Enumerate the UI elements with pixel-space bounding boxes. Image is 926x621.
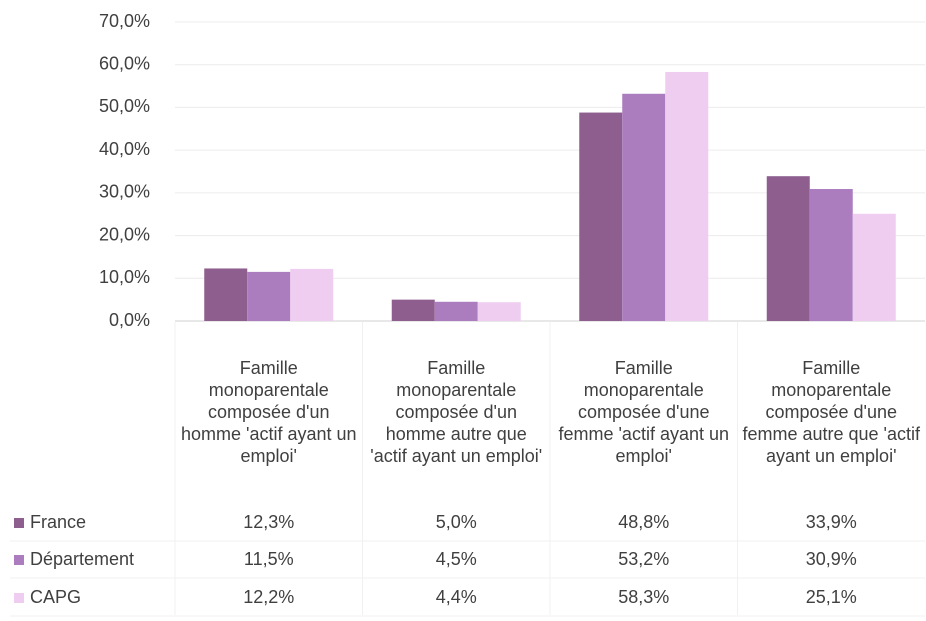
- y-tick-label: 10,0%: [99, 267, 150, 287]
- bar: [622, 93, 666, 321]
- bar: [204, 268, 248, 321]
- value-label: 48,8%: [618, 512, 669, 532]
- bar: [477, 302, 521, 321]
- x-tick-label: Famille monoparentale composée d'un homm…: [180, 358, 357, 466]
- value-label: 12,2%: [243, 587, 294, 607]
- value-label: 30,9%: [806, 549, 857, 569]
- value-label: 58,3%: [618, 587, 669, 607]
- bar: [434, 301, 478, 321]
- bar: [290, 268, 334, 321]
- x-tick-label: Famille monoparentale composée d'une fem…: [742, 358, 921, 466]
- legend-swatch: [14, 518, 24, 528]
- legend-label: France: [30, 512, 86, 532]
- legend-label: Département: [30, 549, 134, 569]
- y-tick-label: 60,0%: [99, 53, 150, 73]
- value-label: 25,1%: [806, 587, 857, 607]
- bar: [809, 189, 853, 321]
- x-tick-label: Famille monoparentale composée d'une fem…: [558, 358, 730, 466]
- y-tick-label: 50,0%: [99, 96, 150, 116]
- y-tick-label: 0,0%: [109, 310, 150, 330]
- y-tick-label: 40,0%: [99, 139, 150, 159]
- value-label: 12,3%: [243, 512, 294, 532]
- bar: [665, 71, 709, 322]
- value-label: 53,2%: [618, 549, 669, 569]
- bar: [579, 112, 623, 321]
- value-label: 4,5%: [436, 549, 477, 569]
- value-label: 5,0%: [436, 512, 477, 532]
- y-tick-label: 70,0%: [99, 11, 150, 31]
- legend-swatch: [14, 555, 24, 565]
- x-tick-label: Famille monoparentale composée d'un homm…: [370, 358, 543, 466]
- legend-label: CAPG: [30, 587, 81, 607]
- y-tick-label: 20,0%: [99, 224, 150, 244]
- y-tick-label: 30,0%: [99, 182, 150, 202]
- bar: [391, 299, 435, 321]
- bar: [852, 213, 896, 321]
- value-label: 11,5%: [244, 549, 294, 569]
- bar: [766, 176, 810, 321]
- bar: [247, 271, 291, 321]
- value-label: 4,4%: [436, 587, 477, 607]
- value-label: 33,9%: [806, 512, 857, 532]
- legend-swatch: [14, 593, 24, 603]
